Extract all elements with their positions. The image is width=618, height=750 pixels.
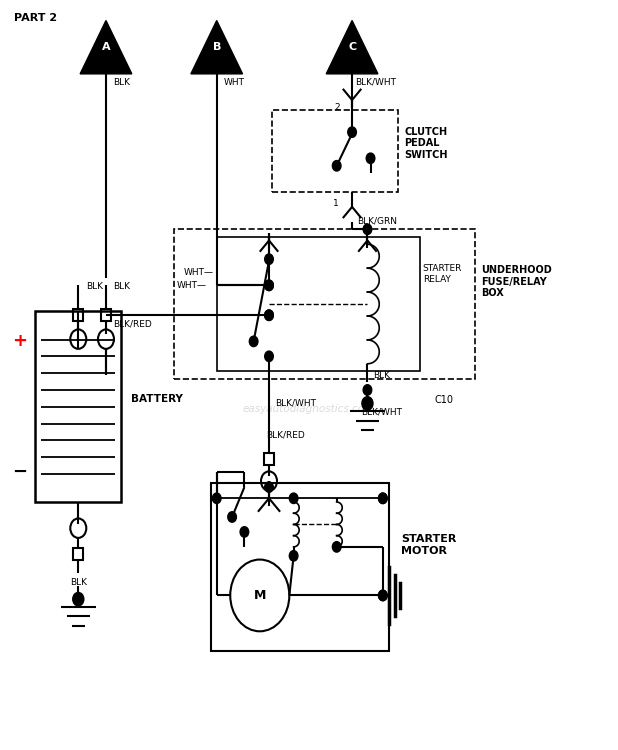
Circle shape: [213, 493, 221, 503]
Text: BLK: BLK: [374, 371, 391, 380]
Circle shape: [332, 542, 341, 552]
Text: C: C: [348, 42, 356, 52]
Text: −: −: [12, 464, 27, 482]
Circle shape: [265, 482, 273, 492]
Circle shape: [265, 310, 273, 320]
Circle shape: [289, 550, 298, 561]
Text: BLK/GRN: BLK/GRN: [357, 217, 397, 226]
Text: STARTER
MOTOR: STARTER MOTOR: [401, 534, 457, 556]
Text: M: M: [253, 589, 266, 602]
Text: BLK/WHT: BLK/WHT: [362, 407, 402, 416]
Circle shape: [73, 592, 84, 606]
Circle shape: [378, 493, 387, 503]
Text: UNDERHOOD
FUSE/RELAY
BOX: UNDERHOOD FUSE/RELAY BOX: [481, 265, 552, 298]
Text: A: A: [102, 42, 110, 52]
Text: +: +: [12, 332, 27, 350]
Circle shape: [265, 280, 273, 290]
Text: BLK/WHT: BLK/WHT: [275, 399, 316, 408]
Circle shape: [363, 224, 372, 235]
Bar: [217, 237, 420, 371]
Text: B: B: [213, 42, 221, 52]
Text: BLK: BLK: [86, 281, 103, 290]
Bar: [272, 110, 398, 192]
Text: BLK: BLK: [113, 281, 130, 290]
Text: BLK: BLK: [70, 578, 87, 587]
Text: BLK/RED: BLK/RED: [266, 430, 305, 439]
Text: PART 2: PART 2: [14, 13, 57, 22]
Circle shape: [378, 590, 387, 601]
Circle shape: [363, 385, 372, 395]
Polygon shape: [80, 20, 132, 74]
Bar: [264, 453, 274, 465]
Text: BLK/RED: BLK/RED: [113, 320, 152, 328]
Text: C10: C10: [435, 395, 454, 405]
Circle shape: [249, 336, 258, 346]
Polygon shape: [326, 20, 378, 74]
Circle shape: [265, 351, 273, 361]
Circle shape: [228, 512, 237, 522]
Bar: [211, 483, 389, 652]
Text: BATTERY: BATTERY: [130, 394, 182, 404]
Circle shape: [265, 310, 273, 320]
Text: 1: 1: [332, 200, 339, 208]
Polygon shape: [191, 20, 242, 74]
Bar: [74, 309, 83, 321]
Text: BLK/WHT: BLK/WHT: [355, 77, 396, 86]
Text: BLK: BLK: [113, 77, 130, 86]
Circle shape: [378, 590, 387, 601]
Circle shape: [289, 493, 298, 503]
Circle shape: [265, 254, 273, 265]
Circle shape: [348, 127, 357, 137]
Circle shape: [332, 160, 341, 171]
Bar: [35, 311, 121, 502]
Bar: [101, 309, 111, 321]
Text: STARTER
RELAY: STARTER RELAY: [423, 265, 462, 284]
Text: WHT—: WHT—: [177, 280, 207, 290]
Circle shape: [265, 280, 273, 290]
Circle shape: [366, 153, 375, 164]
Text: easyautodiagnostics.com: easyautodiagnostics.com: [243, 404, 375, 414]
Circle shape: [362, 397, 373, 410]
Text: WHT—: WHT—: [184, 268, 214, 278]
Bar: [174, 230, 475, 379]
Circle shape: [378, 493, 387, 503]
Bar: [74, 548, 83, 560]
Text: 2: 2: [334, 103, 340, 112]
Circle shape: [240, 526, 248, 537]
Text: CLUTCH
PEDAL
SWITCH: CLUTCH PEDAL SWITCH: [404, 127, 448, 160]
Text: WHT: WHT: [224, 77, 245, 86]
